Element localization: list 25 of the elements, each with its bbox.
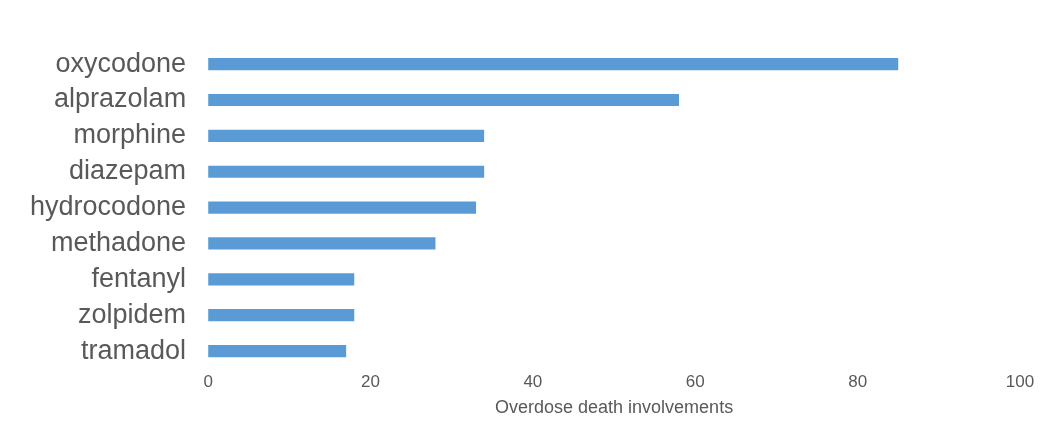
x-tick-label: 0 bbox=[203, 371, 213, 391]
bar bbox=[208, 344, 347, 358]
y-tick-label: oxycodone bbox=[55, 47, 187, 78]
y-tick-label: methadone bbox=[51, 226, 187, 257]
bar bbox=[208, 58, 899, 71]
y-tick-label: morphine bbox=[73, 119, 187, 150]
bar bbox=[208, 201, 477, 214]
y-tick-label: hydrocodone bbox=[30, 191, 187, 222]
x-tick-label: 100 bbox=[1005, 371, 1035, 391]
x-tick-label: 40 bbox=[523, 371, 543, 391]
x-tick-label: 20 bbox=[361, 371, 380, 391]
y-tick-label: tramadol bbox=[81, 334, 187, 365]
bar bbox=[208, 129, 485, 142]
y-tick-label: alprazolam bbox=[54, 83, 187, 114]
bar bbox=[208, 309, 355, 322]
bar bbox=[208, 93, 680, 107]
bar bbox=[208, 165, 485, 178]
x-tick-label: 60 bbox=[685, 371, 705, 391]
y-tick-label: fentanyl bbox=[91, 262, 187, 293]
x-tick-label: 80 bbox=[848, 371, 868, 391]
bar bbox=[208, 273, 355, 286]
y-tick-label: diazepam bbox=[69, 155, 187, 186]
bar bbox=[208, 237, 436, 250]
y-tick-label: zolpidem bbox=[78, 298, 187, 329]
x-axis-title: Overdose death involvements bbox=[494, 397, 734, 418]
